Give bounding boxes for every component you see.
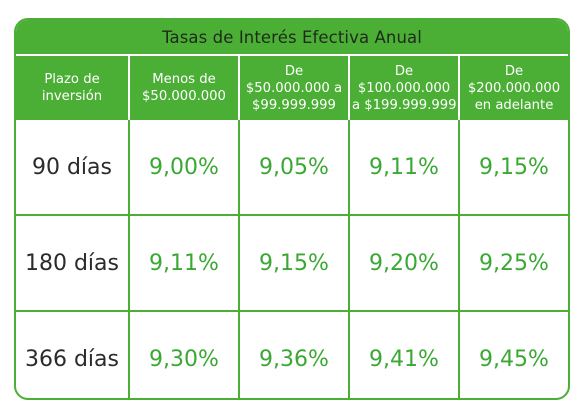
rate-cell: 9,15% <box>238 214 349 311</box>
table-row: 366 días 9,30% 9,36% 9,41% 9,45% <box>16 310 568 398</box>
rate-cell: 9,15% <box>458 120 568 215</box>
rates-table: Plazo de inversión Menos de $50.000.000 … <box>16 54 568 398</box>
rate-cell: 9,41% <box>348 310 459 398</box>
header-row: Plazo de inversión Menos de $50.000.000 … <box>16 54 568 120</box>
rates-table-card: Tasas de Interés Efectiva Anual Plazo de… <box>14 18 570 400</box>
term-cell: 180 días <box>16 214 129 311</box>
rate-cell: 9,30% <box>128 310 239 398</box>
table-row: 180 días 9,11% 9,15% 9,20% 9,25% <box>16 214 568 311</box>
header-100m-199m: De $100.000.000 a $199.999.999 <box>348 54 459 120</box>
header-under-50m: Menos de $50.000.000 <box>128 54 239 120</box>
term-cell: 366 días <box>16 310 129 398</box>
header-50m-99m: De $50.000.000 a $99.999.999 <box>238 54 349 120</box>
table-title: Tasas de Interés Efectiva Anual <box>16 20 568 54</box>
rate-cell: 9,11% <box>128 214 239 311</box>
rate-cell: 9,05% <box>238 120 349 215</box>
rate-cell: 9,11% <box>348 120 459 215</box>
rate-cell: 9,25% <box>458 214 568 311</box>
rate-cell: 9,45% <box>458 310 568 398</box>
table-row: 90 días 9,00% 9,05% 9,11% 9,15% <box>16 120 568 215</box>
rate-cell: 9,00% <box>128 120 239 215</box>
header-200m-plus: De $200.000.000 en adelante <box>458 54 568 120</box>
header-term: Plazo de inversión <box>16 54 129 120</box>
rate-cell: 9,20% <box>348 214 459 311</box>
term-cell: 90 días <box>31 154 112 180</box>
rate-cell: 9,36% <box>238 310 349 398</box>
